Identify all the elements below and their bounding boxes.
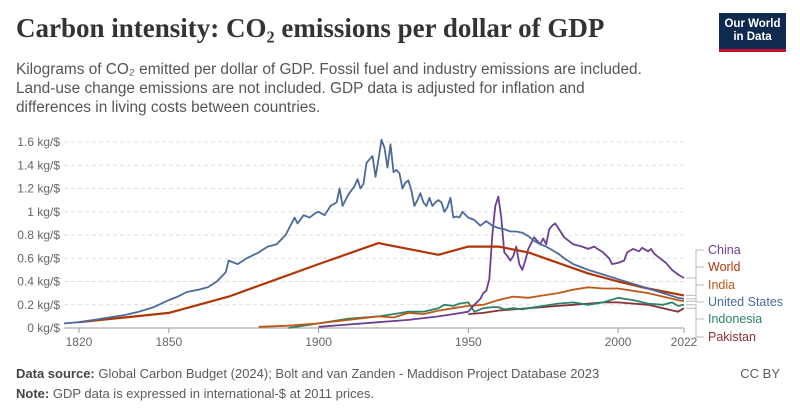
chart-subtitle: Kilograms of CO₂ emitted per dollar of G… [16,61,642,116]
y-tick-label: 0.2 kg/$ [17,298,60,312]
x-tick-label: 1950 [455,335,482,349]
y-tick-label: 1.4 kg/$ [17,158,60,172]
series-line-united-states [63,138,685,325]
license-link[interactable]: CC BY [740,366,780,381]
source-text[interactable]: Global Carbon Budget (2024); Bolt and va… [98,366,600,381]
legend-connector [686,266,704,296]
series-line-india [258,286,685,328]
legend-label-world: World [708,260,740,274]
y-tick-label: 0 kg/$ [27,321,60,335]
y-tick-label: 0.4 kg/$ [17,275,60,289]
source-label: Data source: [16,366,95,381]
y-tick-label: 1.2 kg/$ [17,182,60,196]
owid-logo[interactable]: Our World in Data [719,13,786,52]
y-tick-label: 1 kg/$ [27,205,60,219]
legend-label-pakistan: Pakistan [708,330,756,344]
chart-title: Carbon intensity: CO₂ emissions per doll… [16,13,605,43]
y-tick-label: 0.6 kg/$ [17,251,60,265]
legend-connector [686,284,704,302]
note-text: GDP data is expressed in international-$… [52,386,374,401]
x-tick-label: 2022 [671,335,698,349]
note-label: Note: [16,386,50,401]
footer-source: Data source: Global Carbon Budget (2024)… [16,366,599,381]
x-tick-label: 1900 [305,335,332,349]
footer-note: Note: GDP data is expressed in internati… [16,386,374,401]
x-tick-label: 1820 [66,335,93,349]
legend-label-indonesia: Indonesia [708,312,762,326]
y-tick-label: 1.6 kg/$ [17,135,60,149]
logo-line-2: in Data [733,31,772,43]
legend-label-china: China [708,243,741,257]
y-tick-label: 0.8 kg/$ [17,228,60,242]
legend-connector [686,249,704,279]
x-tick-label: 2000 [605,335,632,349]
x-tick-label: 1850 [155,335,182,349]
legend-connector [686,307,704,338]
legend-label-india: India [708,278,735,292]
legend-connector [686,298,704,303]
legend-label-united-states: United States [708,295,783,309]
series-line-world [78,242,685,324]
series-line-indonesia [288,296,685,329]
legend-connector [686,304,704,320]
logo-line-1: Our World [724,18,781,30]
series-line-china [318,195,685,328]
